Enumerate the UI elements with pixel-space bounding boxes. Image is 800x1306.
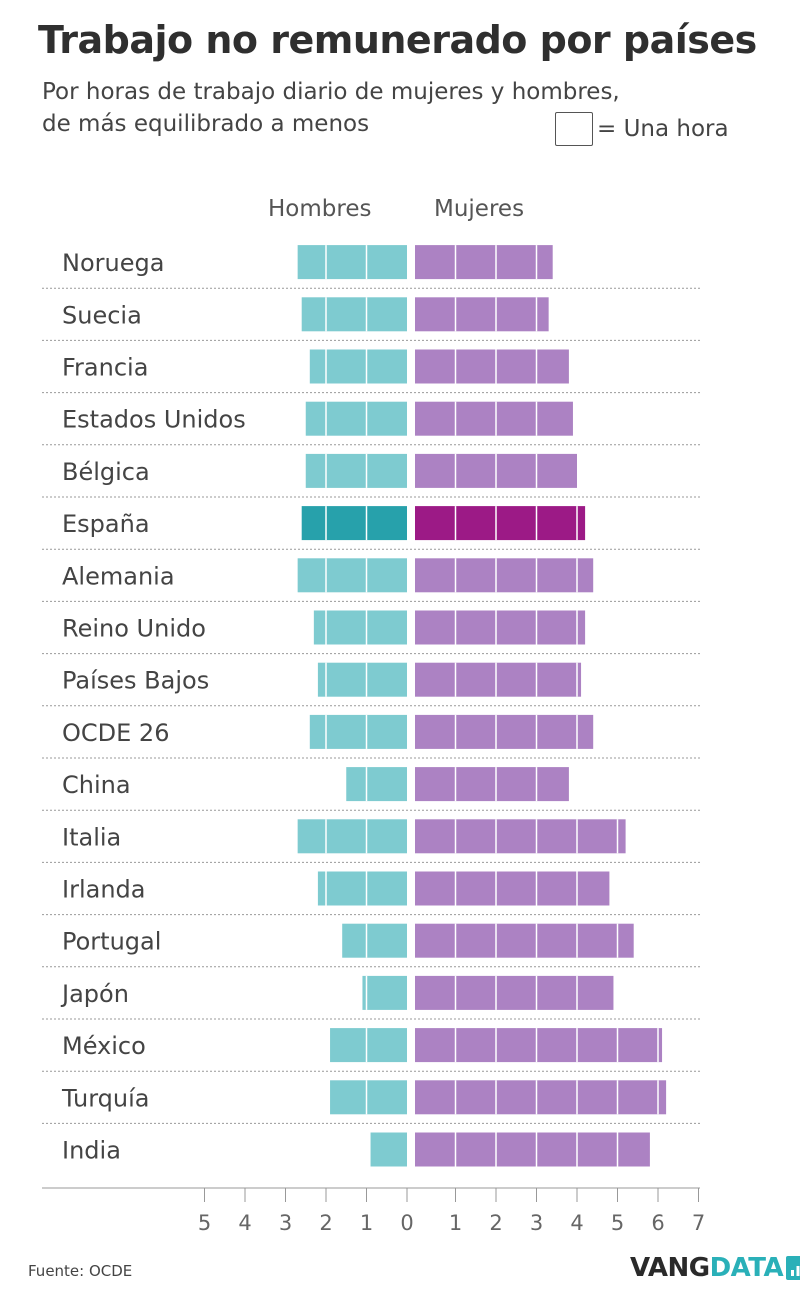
- logo-text: VANGDATA: [630, 1253, 784, 1283]
- bar-mujeres: [415, 401, 573, 436]
- bar-mujeres: [415, 1028, 663, 1063]
- bar-mujeres: [415, 297, 549, 332]
- logo-text-part2: DATA: [709, 1253, 784, 1283]
- bar-mujeres: [415, 975, 614, 1010]
- bar-mujeres: [415, 923, 634, 958]
- bar-hombres: [330, 1028, 407, 1063]
- bar-hombres: [317, 662, 407, 697]
- logo-chart-icon: [786, 1256, 800, 1280]
- x-tick-label: 4: [570, 1211, 583, 1235]
- category-label: Estados Unidos: [62, 406, 246, 434]
- category-label: Turquía: [61, 1084, 150, 1112]
- bar-hombres: [309, 349, 407, 384]
- category-label: Portugal: [62, 928, 161, 956]
- bar-hombres: [342, 923, 407, 958]
- bar-hombres: [313, 610, 407, 645]
- legend: = Una hora: [555, 111, 729, 147]
- category-label: Suecia: [62, 301, 142, 329]
- x-tick-label: 1: [449, 1211, 462, 1235]
- x-tick-label: 2: [489, 1211, 502, 1235]
- bar-hombres: [309, 714, 407, 749]
- x-tick-label: 3: [530, 1211, 543, 1235]
- category-label: Irlanda: [62, 876, 145, 904]
- bar-mujeres: [415, 1132, 650, 1167]
- bar-mujeres: [415, 662, 582, 697]
- category-label: Países Bajos: [62, 667, 209, 695]
- legend-label: = Una hora: [597, 116, 729, 142]
- bar-mujeres: [415, 506, 586, 541]
- chart-title: Trabajo no remunerado por países: [38, 18, 757, 62]
- x-tick-label: 5: [611, 1211, 624, 1235]
- bar-mujeres: [415, 767, 569, 802]
- subtitle-line-1: Por horas de trabajo diario de mujeres y…: [42, 79, 620, 105]
- category-label: Japón: [60, 980, 129, 1008]
- category-label: Francia: [62, 354, 148, 382]
- bar-hombres: [370, 1132, 407, 1167]
- category-label: Noruega: [62, 249, 164, 277]
- bar-hombres: [301, 506, 407, 541]
- bar-mujeres: [415, 871, 610, 906]
- bar-hombres: [362, 975, 407, 1010]
- category-label: México: [62, 1032, 146, 1060]
- bar-mujeres: [415, 610, 586, 645]
- logo-text-part1: VANG: [630, 1253, 710, 1283]
- category-label: Reino Unido: [62, 615, 206, 643]
- x-tick-label: 7: [692, 1211, 705, 1235]
- column-header-mujeres: Mujeres: [434, 196, 525, 222]
- bar-hombres: [297, 819, 407, 854]
- source-note: Fuente: OCDE: [28, 1262, 133, 1280]
- category-label: Italia: [62, 823, 121, 851]
- x-tick-label: 1: [360, 1211, 373, 1235]
- bar-mujeres: [415, 1080, 667, 1115]
- bar-hombres: [317, 871, 407, 906]
- category-label: España: [62, 510, 150, 538]
- subtitle-line-2: de más equilibrado a menos: [42, 111, 370, 137]
- legend-hour-box: [555, 112, 593, 146]
- category-label: Bélgica: [62, 458, 150, 486]
- bar-hombres: [346, 767, 407, 802]
- x-tick-label: 3: [279, 1211, 292, 1235]
- chart-subtitle: Por horas de trabajo diario de mujeres y…: [42, 76, 620, 140]
- category-label: China: [62, 771, 131, 799]
- x-tick-label: 6: [651, 1211, 664, 1235]
- column-header-hombres: Hombres: [268, 196, 372, 222]
- bar-mujeres: [415, 349, 569, 384]
- bar-hombres: [301, 297, 407, 332]
- category-label: OCDE 26: [62, 719, 169, 747]
- bar-hombres: [305, 401, 407, 436]
- vangdata-logo: VANGDATA: [630, 1253, 800, 1283]
- x-tick-label: 0: [400, 1211, 413, 1235]
- bar-mujeres: [415, 245, 553, 280]
- bar-mujeres: [415, 714, 594, 749]
- x-tick-label: 2: [319, 1211, 332, 1235]
- x-tick-label: 4: [238, 1211, 251, 1235]
- category-label: Alemania: [62, 562, 175, 590]
- bar-mujeres: [415, 558, 594, 593]
- bar-hombres: [297, 558, 407, 593]
- bar-hombres: [330, 1080, 407, 1115]
- bar-mujeres: [415, 819, 626, 854]
- category-label: India: [62, 1137, 121, 1165]
- bar-hombres: [305, 453, 407, 488]
- x-tick-label: 5: [198, 1211, 211, 1235]
- bar-hombres: [297, 245, 407, 280]
